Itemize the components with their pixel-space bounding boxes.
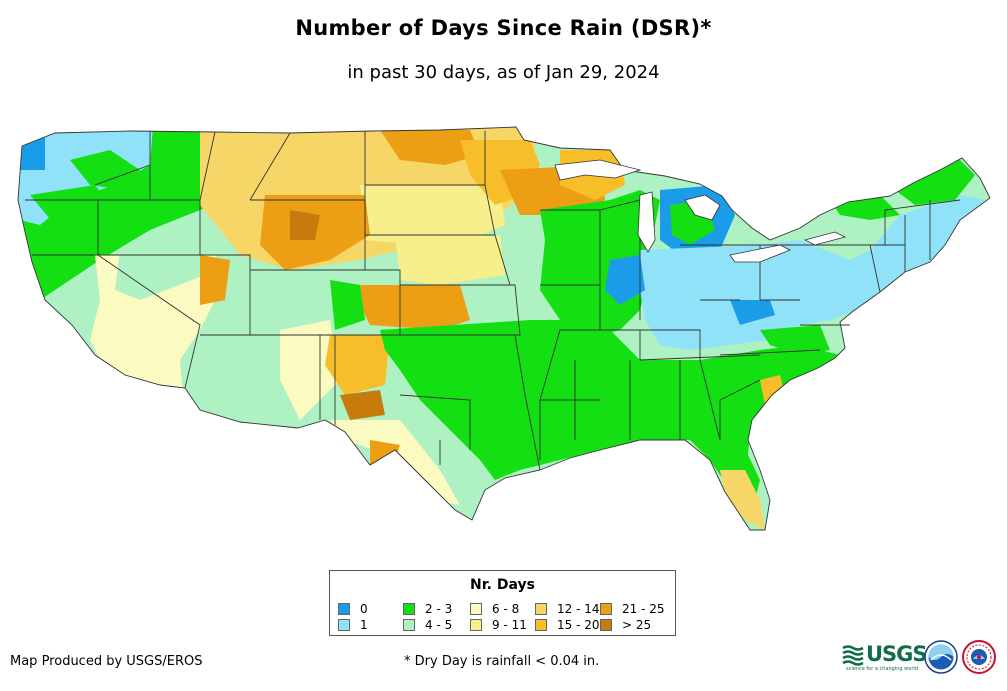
usgs-tagline: science for a changing world xyxy=(846,666,918,672)
legend-item-5: 9 - 11 xyxy=(470,618,527,632)
great-lakes xyxy=(554,159,847,263)
legend-item-3: 4 - 5 xyxy=(403,618,452,632)
legend-label: 2 - 3 xyxy=(425,602,453,616)
map-credit: Map Produced by USGS/EROS xyxy=(10,654,203,669)
legend-title: Nr. Days xyxy=(470,577,535,593)
us-dsr-map xyxy=(17,126,991,531)
usgs-logo: USGS science for a changing world xyxy=(842,642,928,672)
legend-swatch xyxy=(403,603,415,615)
legend-swatch xyxy=(600,619,612,631)
legend-item-0: 0 xyxy=(338,602,368,616)
legend-label: 12 - 14 xyxy=(557,602,600,616)
legend-label: 0 xyxy=(360,602,368,616)
legend-label: 21 - 25 xyxy=(622,602,665,616)
legend-swatch xyxy=(535,603,547,615)
legend-label: 1 xyxy=(360,618,368,632)
map-subtitle: in past 30 days, as of Jan 29, 2024 xyxy=(347,62,660,83)
legend-swatch xyxy=(600,603,612,615)
legend-swatch xyxy=(338,603,350,615)
legend: Nr. Days 0 1 2 - 3 4 - 5 6 - 8 9 - 11 12… xyxy=(329,570,676,636)
map-title: Number of Days Since Rain (DSR)* xyxy=(295,16,712,40)
state-boundaries xyxy=(17,126,991,531)
legend-item-4: 6 - 8 xyxy=(470,602,519,616)
usgs-wordmark: USGS xyxy=(866,642,928,666)
legend-swatch xyxy=(470,603,482,615)
legend-label: 15 - 20 xyxy=(557,618,600,632)
noaa-logo xyxy=(924,640,958,674)
nws-logo xyxy=(962,640,996,674)
legend-item-7: 15 - 20 xyxy=(535,618,600,632)
legend-item-8: 21 - 25 xyxy=(600,602,665,616)
legend-swatch xyxy=(470,619,482,631)
legend-item-9: > 25 xyxy=(600,618,651,632)
usgs-wave-icon xyxy=(842,645,864,666)
legend-label: 9 - 11 xyxy=(492,618,527,632)
dsr-fill-regions xyxy=(18,127,990,530)
legend-item-6: 12 - 14 xyxy=(535,602,600,616)
legend-swatch xyxy=(535,619,547,631)
legend-label: 6 - 8 xyxy=(492,602,520,616)
legend-label: > 25 xyxy=(622,618,652,632)
legend-label: 4 - 5 xyxy=(425,618,453,632)
legend-item-1: 1 xyxy=(338,618,368,632)
legend-item-2: 2 - 3 xyxy=(403,602,452,616)
dry-day-footnote: * Dry Day is rainfall < 0.04 in. xyxy=(404,654,600,669)
legend-swatch xyxy=(403,619,415,631)
legend-swatch xyxy=(338,619,350,631)
